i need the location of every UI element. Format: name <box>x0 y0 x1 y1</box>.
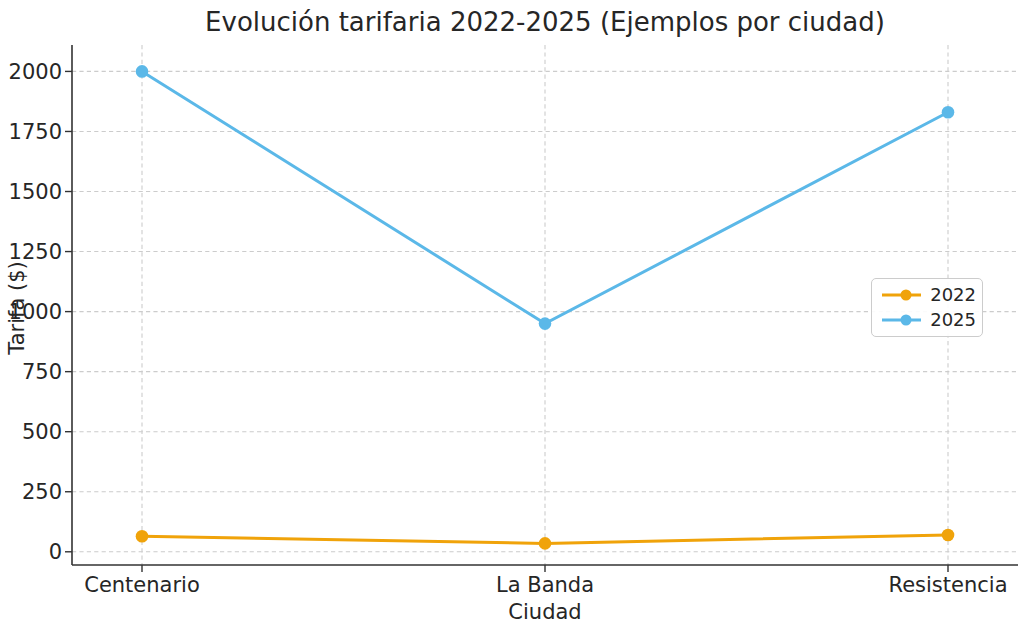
legend-entry-2022: 2022 <box>879 286 976 304</box>
y-tick-label: 1500 <box>9 180 62 204</box>
data-point-2022 <box>136 530 149 543</box>
legend-line-sample-2022 <box>879 286 921 304</box>
x-tick-label: Centenario <box>84 573 200 597</box>
data-point-2022 <box>942 529 955 542</box>
x-tick-label: La Banda <box>496 573 594 597</box>
y-tick-label: 250 <box>22 480 62 504</box>
legend-entry-2025: 2025 <box>879 311 976 329</box>
data-point-2025 <box>539 317 552 330</box>
y-tick-label: 2000 <box>9 60 62 84</box>
x-tick-label: Resistencia <box>889 573 1008 597</box>
y-tick-label: 1000 <box>9 300 62 324</box>
y-tick-label: 0 <box>49 540 62 564</box>
legend-line-sample-2025 <box>879 311 921 329</box>
y-tick-label: 1250 <box>9 240 62 264</box>
y-tick-label: 1750 <box>9 120 62 144</box>
data-point-2022 <box>539 537 552 550</box>
y-tick-label: 500 <box>22 420 62 444</box>
y-tick-label: 750 <box>22 360 62 384</box>
data-point-2025 <box>136 65 149 78</box>
chart: Evolución tarifaria 2022-2025 (Ejemplos … <box>0 0 1024 638</box>
x-axis-label: Ciudad <box>72 600 1018 624</box>
data-point-2025 <box>942 106 955 119</box>
legend-label-2022: 2022 <box>930 286 976 304</box>
legend: 2022 2025 <box>871 278 983 337</box>
legend-label-2025: 2025 <box>930 311 976 329</box>
